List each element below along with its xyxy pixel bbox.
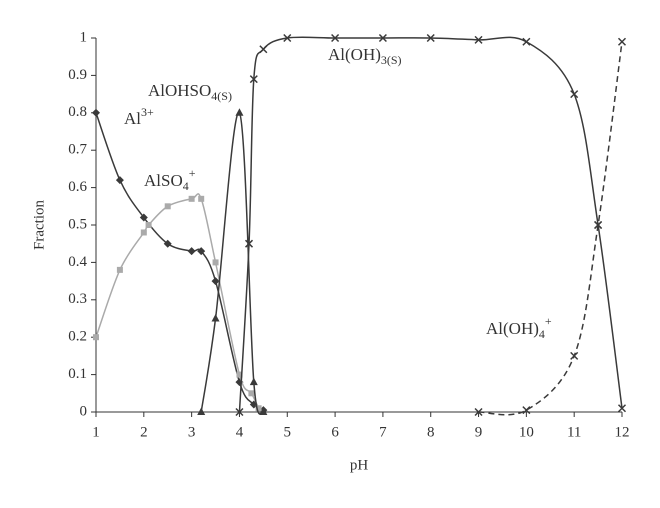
point (426, 33, 435, 43)
series-label-text: Al(OH) (486, 319, 539, 338)
point (188, 195, 195, 202)
series-label: AlOHSO4(S) (148, 81, 232, 103)
series-label-text: AlSO (144, 171, 183, 190)
point (249, 75, 258, 84)
y-tick-label: 0 (80, 403, 88, 419)
x-tick-label: 9 (475, 424, 483, 440)
series-label-text: Al (124, 109, 141, 128)
point (474, 35, 483, 44)
x-tick-label: 1 (92, 424, 100, 440)
y-tick-label: 0.7 (68, 142, 87, 158)
x-axis-label: pH (350, 457, 369, 473)
series-line (95, 112, 264, 411)
series-label-sup: + (189, 166, 196, 180)
point (244, 239, 254, 248)
point (198, 195, 205, 202)
point (164, 203, 171, 210)
x-tick-label: 3 (188, 424, 196, 440)
y-tick-label: 0.4 (68, 254, 87, 270)
x-tick-label: 10 (519, 424, 534, 440)
series-label-sup: + (545, 314, 552, 328)
series-label: Al(OH)4+ (486, 314, 552, 341)
series-label: Al(OH)3(S) (328, 45, 402, 67)
point (594, 220, 603, 230)
point (211, 277, 220, 286)
point (236, 371, 243, 378)
series-line (478, 41, 623, 416)
point (283, 33, 292, 43)
x-tick-label: 8 (427, 424, 435, 440)
point (474, 407, 483, 417)
series-label-text: AlOHSO (148, 81, 211, 100)
y-tick-label: 0.2 (68, 329, 87, 345)
point (570, 90, 579, 99)
point (249, 377, 258, 386)
point (378, 33, 387, 43)
point (93, 334, 99, 341)
point (522, 406, 531, 415)
y-tick-label: 0.8 (68, 104, 87, 120)
point (145, 222, 152, 228)
point (255, 405, 262, 412)
point (235, 407, 244, 417)
series-label-sup: 3+ (141, 105, 154, 119)
series-label-sub: 3(S) (381, 53, 402, 67)
point (92, 108, 100, 117)
series-label-sub: 4(S) (211, 89, 232, 103)
y-tick-label: 0.3 (68, 291, 87, 307)
point (163, 239, 172, 248)
point (197, 407, 206, 415)
x-tick-label: 7 (379, 424, 387, 440)
point (211, 314, 220, 322)
series-label-text: Al(OH) (328, 45, 381, 64)
point (187, 247, 196, 256)
series-line (200, 112, 265, 415)
point (259, 45, 268, 54)
x-tick-label: 2 (140, 424, 148, 440)
point (617, 404, 627, 413)
x-tick-label: 6 (331, 424, 339, 440)
y-tick-label: 0.5 (68, 216, 87, 232)
point (331, 33, 340, 43)
point (248, 390, 255, 397)
y-tick-label: 0.6 (68, 179, 87, 195)
point (235, 108, 244, 116)
point (570, 351, 579, 360)
series-line (238, 36, 623, 413)
y-tick-label: 1 (80, 29, 88, 45)
series-label-sub: 4 (539, 327, 545, 341)
point (139, 213, 148, 222)
series-label-sub: 4 (183, 179, 189, 193)
series-label: AlSO4+ (144, 166, 196, 193)
series-line (95, 193, 260, 409)
point (115, 176, 124, 185)
point (259, 407, 268, 415)
x-tick-label: 4 (236, 424, 244, 440)
x-tick-label: 12 (615, 424, 630, 440)
point (212, 259, 219, 266)
x-tick-label: 11 (567, 424, 581, 440)
point (617, 37, 627, 46)
point (197, 247, 206, 256)
y-axis-label: Fraction (31, 200, 47, 250)
series-label: Al3+ (124, 105, 154, 128)
point (140, 229, 147, 236)
point (522, 37, 531, 46)
y-tick-label: 0.1 (68, 366, 87, 382)
x-tick-label: 5 (284, 424, 292, 440)
y-tick-label: 0.9 (68, 67, 87, 83)
point (116, 266, 123, 273)
